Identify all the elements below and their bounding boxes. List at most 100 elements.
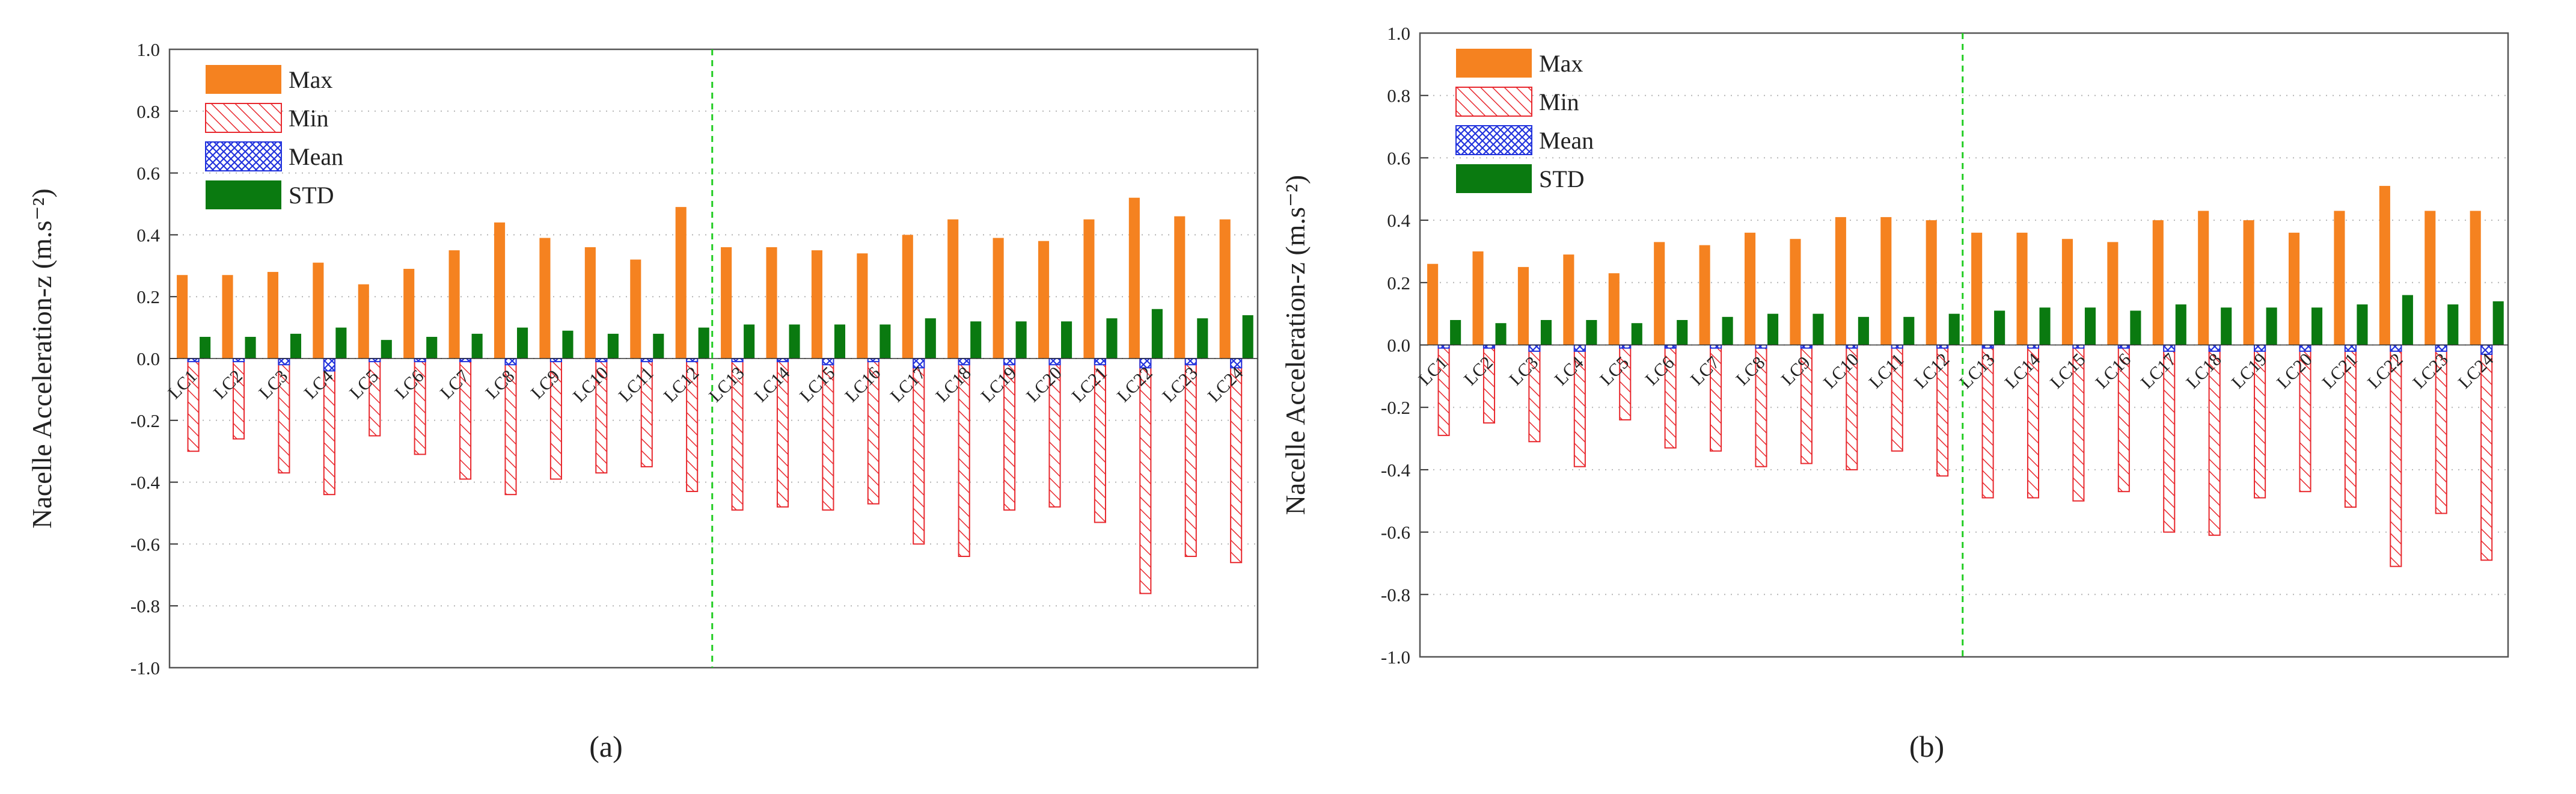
y-tick-label: -0.4	[1381, 460, 1411, 481]
legend-swatch-mean	[205, 141, 282, 171]
std-bar	[2492, 301, 2504, 345]
max-bar	[2288, 232, 2300, 345]
mean-bar	[187, 358, 200, 363]
std-bar	[562, 330, 574, 359]
max-bar	[2061, 239, 2073, 345]
std-bar	[1903, 316, 1915, 345]
max-bar	[1083, 219, 1095, 359]
mean-bar	[731, 358, 744, 363]
std-bar	[1722, 316, 1733, 345]
legend-swatch-std	[206, 180, 281, 209]
chart-panel-b: 1.00.80.60.40.20.0-0.2-0.4-0.6-0.8-1.0LC…	[1280, 23, 2509, 763]
std-bar	[2357, 304, 2368, 345]
std-bar	[698, 327, 709, 359]
y-tick-label: -0.4	[130, 472, 161, 493]
mean-bar	[414, 358, 426, 363]
std-bar	[970, 321, 982, 359]
mean-bar	[549, 358, 562, 363]
std-bar	[200, 337, 211, 359]
y-tick-label: -0.8	[1381, 584, 1410, 605]
legend-label: Max	[1539, 50, 1583, 77]
mean-bar	[459, 358, 472, 363]
mean-bar	[595, 358, 608, 363]
y-tick-label: -0.6	[130, 534, 160, 555]
y-tick-label: 0.2	[1387, 272, 1410, 294]
max-bar	[1219, 219, 1231, 359]
y-tick-label: -0.2	[130, 410, 160, 431]
legend-label: Mean	[1539, 127, 1594, 154]
std-bar	[335, 327, 347, 359]
legend-label: Min	[289, 105, 329, 132]
max-bar	[721, 247, 732, 359]
std-bar	[1495, 323, 1507, 345]
y-tick-label: 1.0	[136, 39, 160, 60]
mean-bar	[1936, 344, 1949, 349]
y-axis-label: Nacelle Acceleration-z (m.s⁻²)	[1280, 175, 1311, 515]
max-bar	[2243, 220, 2254, 345]
mean-bar	[1573, 344, 1586, 352]
std-bar	[516, 327, 528, 359]
chart-panel-a: 1.00.80.60.40.20.0-0.2-0.4-0.6-0.8-1.0LC…	[26, 39, 1259, 763]
max-bar	[902, 235, 913, 359]
max-bar	[2016, 232, 2028, 345]
max-bar	[675, 207, 687, 359]
max-bar	[2107, 242, 2119, 345]
legend-swatch-min	[205, 103, 282, 133]
std-bar	[1858, 316, 1869, 345]
y-tick-label: 1.0	[1387, 23, 1410, 44]
mean-bar	[867, 358, 880, 363]
max-bar	[1472, 251, 1484, 345]
y-tick-label: 0.8	[136, 101, 160, 122]
y-tick-label: -0.8	[130, 596, 160, 617]
y-tick-label: -0.6	[1381, 522, 1410, 543]
legend-swatch-max	[1456, 49, 1532, 78]
mean-bar	[504, 358, 517, 366]
std-bar	[834, 324, 846, 359]
y-tick-label: 0.4	[1387, 210, 1410, 231]
legend-label: Max	[289, 66, 332, 93]
max-bar	[1608, 273, 1620, 345]
mean-bar	[1710, 344, 1722, 349]
std-bar	[1631, 323, 1642, 345]
std-bar	[789, 324, 800, 359]
max-bar	[584, 247, 596, 359]
legend-label: STD	[1539, 165, 1585, 192]
mean-bar	[232, 358, 245, 363]
std-bar	[1106, 318, 1118, 359]
legend-label: Mean	[289, 143, 343, 170]
mean-bar	[1800, 344, 1813, 349]
std-bar	[2130, 310, 2141, 345]
std-bar	[471, 333, 483, 359]
std-bar	[2175, 304, 2186, 345]
mean-bar	[1891, 344, 1903, 349]
std-bar	[1586, 320, 1597, 345]
panel-label: (a)	[589, 730, 623, 763]
max-bar	[630, 259, 641, 359]
mean-bar	[278, 358, 290, 366]
std-bar	[925, 318, 936, 359]
std-bar	[1197, 318, 1208, 359]
mean-bar	[369, 358, 381, 363]
max-bar	[2152, 220, 2164, 345]
max-bar	[1517, 266, 1529, 345]
max-bar	[448, 250, 460, 359]
std-bar	[1813, 313, 1824, 345]
mean-bar	[1664, 344, 1677, 349]
max-bar	[313, 262, 324, 359]
max-bar	[358, 284, 369, 359]
mean-bar	[776, 358, 789, 363]
y-tick-label: -1.0	[130, 657, 160, 679]
max-bar	[1926, 220, 1937, 345]
std-bar	[1015, 321, 1027, 359]
max-bar	[2198, 211, 2209, 345]
mean-bar	[640, 358, 653, 363]
mean-bar	[1619, 344, 1632, 349]
max-bar	[222, 275, 233, 359]
std-bar	[426, 337, 438, 359]
std-bar	[290, 333, 302, 359]
max-bar	[857, 253, 868, 359]
std-bar	[607, 333, 619, 359]
max-bar	[1971, 232, 1983, 345]
max-bar	[2334, 211, 2345, 345]
